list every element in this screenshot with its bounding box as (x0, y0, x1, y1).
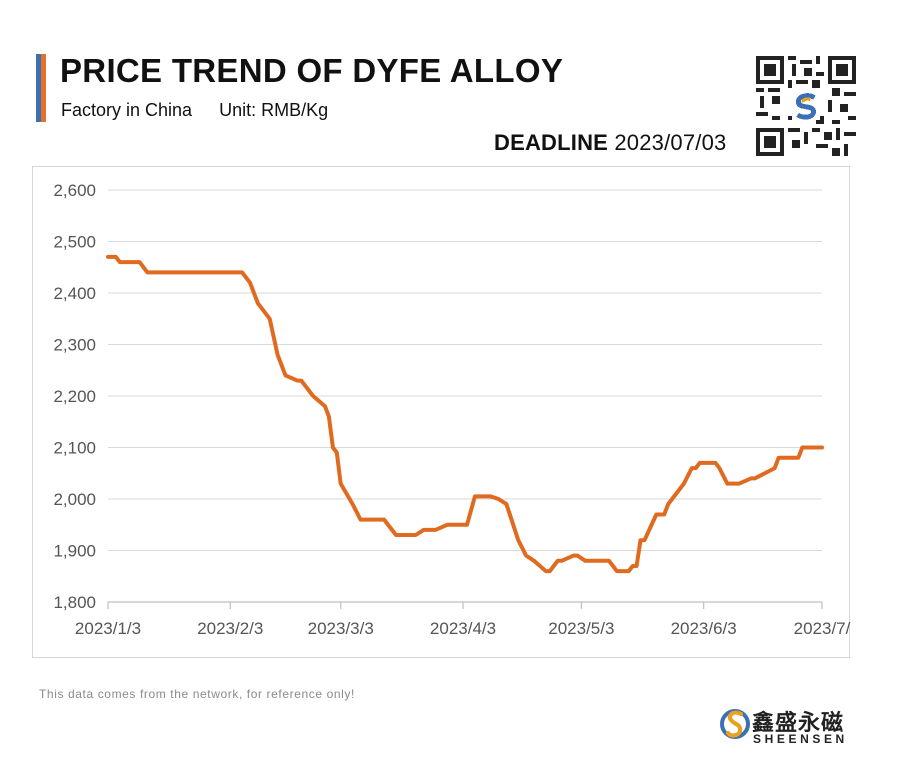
sheensen-logo-icon (720, 709, 750, 739)
y-tick-label: 2,200 (53, 387, 96, 406)
page-title: PRICE TREND OF DYFE ALLOY (60, 52, 564, 89)
deadline-date: 2023/07/03 (614, 130, 727, 155)
x-tick-label: 2023/5/3 (548, 619, 614, 638)
brand-name-en: SHEENSEN (753, 732, 848, 746)
deadline-label: DEADLINE (494, 130, 609, 155)
brand-name-cn: 鑫盛永磁 (752, 711, 845, 736)
y-tick-label: 2,100 (53, 439, 96, 458)
y-tick-label: 2,400 (53, 284, 96, 303)
chart-frame (32, 166, 850, 658)
x-tick-label: 2023/1/3 (75, 619, 141, 638)
y-tick-label: 2,600 (53, 181, 96, 200)
y-tick-label: 1,900 (53, 542, 96, 561)
y-tick-label: 2,300 (53, 336, 96, 355)
x-tick-label: 2023/6/3 (671, 619, 737, 638)
unit-label: Unit: RMB/Kg (219, 100, 329, 120)
title-accent-bar (36, 54, 46, 122)
disclaimer-note: This data comes from the network, for re… (39, 687, 355, 701)
qr-code-icon (756, 56, 856, 156)
price-series-line (106, 254, 824, 574)
y-tick-label: 2,500 (53, 233, 96, 252)
x-tick-label: 2023/2/3 (197, 619, 263, 638)
x-tick-label: 2023/3/3 (308, 619, 374, 638)
factory-label: Factory in China (61, 100, 193, 120)
y-tick-label: 2,000 (53, 490, 96, 509)
x-tick-label: 2023/7/ (794, 619, 851, 638)
x-tick-label: 2023/4/3 (430, 619, 496, 638)
y-tick-label: 1,800 (53, 593, 96, 612)
subtitle: Factory in China Unit: RMB/Kg (61, 100, 350, 121)
deadline: DEADLINE 2023/07/03 (494, 130, 726, 156)
